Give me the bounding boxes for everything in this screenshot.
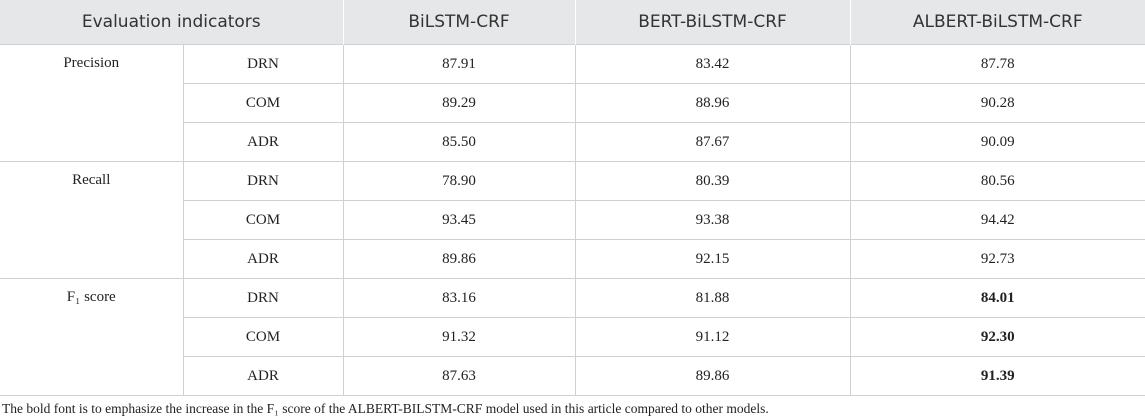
value-cell: 91.12: [574, 317, 851, 357]
value-cell: 87.91: [342, 44, 576, 84]
value-cell: 87.67: [574, 122, 851, 162]
metric-cell: Precision: [0, 44, 184, 162]
value-cell: 92.73: [849, 239, 1145, 279]
header-cell: ALBERT-BiLSTM-CRF: [850, 0, 1145, 45]
table-row: F₁ score DRN 83.16 81.88 84.01: [0, 278, 1145, 396]
table-note: The bold font is to emphasize the increa…: [2, 401, 769, 416]
value-cell: 92.30: [849, 317, 1145, 357]
table-row: COM 91.32 91.12 92.30: [0, 317, 1145, 357]
table-row: Precision DRN 87.91 83.42 87.78: [0, 44, 1145, 162]
value-cell: 84.01: [849, 278, 1145, 318]
value-cell: 90.09: [849, 122, 1145, 162]
value-cell: 87.78: [849, 44, 1145, 84]
value-cell: 81.88: [574, 278, 851, 318]
table-row: COM 89.29 88.96 90.28: [0, 83, 1145, 123]
value-cell: 83.16: [342, 278, 576, 318]
header-row: Evaluation indicators BiLSTM-CRF BERT-BiLS…: [0, 0, 1145, 45]
value-cell: 92.15: [574, 239, 851, 279]
value-cell: 89.86: [342, 239, 576, 279]
metric-cell: Recall: [0, 161, 184, 279]
value-cell: 91.32: [342, 317, 576, 357]
value-cell: 90.28: [849, 83, 1145, 123]
value-cell: 80.39: [574, 161, 851, 201]
entity-cell: ADR: [182, 122, 344, 162]
entity-cell: ADR: [182, 239, 344, 279]
metric-cell: F₁ score: [0, 278, 184, 396]
value-cell: 89.29: [342, 83, 576, 123]
entity-cell: ADR: [182, 356, 344, 396]
value-cell: 91.39: [849, 356, 1145, 396]
value-cell: 83.42: [574, 44, 851, 84]
value-cell: 94.42: [849, 200, 1145, 240]
header-cell: BiLSTM-CRF: [343, 0, 576, 45]
value-cell: 88.96: [574, 83, 851, 123]
value-cell: 87.63: [342, 356, 576, 396]
header-cell: BERT-BiLSTM-CRF: [575, 0, 851, 45]
table-row: Recall DRN 78.90 80.39 80.56: [0, 161, 1145, 279]
entity-cell: COM: [182, 317, 344, 357]
value-cell: 89.86: [574, 356, 851, 396]
value-cell: 85.50: [342, 122, 576, 162]
entity-cell: DRN: [182, 161, 344, 201]
entity-cell: DRN: [182, 44, 344, 84]
header-cell: Evaluation indicators: [0, 0, 344, 45]
value-cell: 93.38: [574, 200, 851, 240]
results-table: Evaluation indicators BiLSTM-CRF BERT-BiLS…: [0, 0, 1145, 396]
value-cell: 78.90: [342, 161, 576, 201]
table-row: ADR 87.63 89.86 91.39: [0, 356, 1145, 396]
table-body: Precision DRN 87.91 83.42 87.78 COM 89.29 88.96…: [0, 44, 1145, 396]
entity-cell: COM: [182, 83, 344, 123]
table-row: ADR 89.86 92.15 92.73: [0, 239, 1145, 279]
entity-cell: COM: [182, 200, 344, 240]
value-cell: 93.45: [342, 200, 576, 240]
entity-cell: DRN: [182, 278, 344, 318]
value-cell: 80.56: [849, 161, 1145, 201]
